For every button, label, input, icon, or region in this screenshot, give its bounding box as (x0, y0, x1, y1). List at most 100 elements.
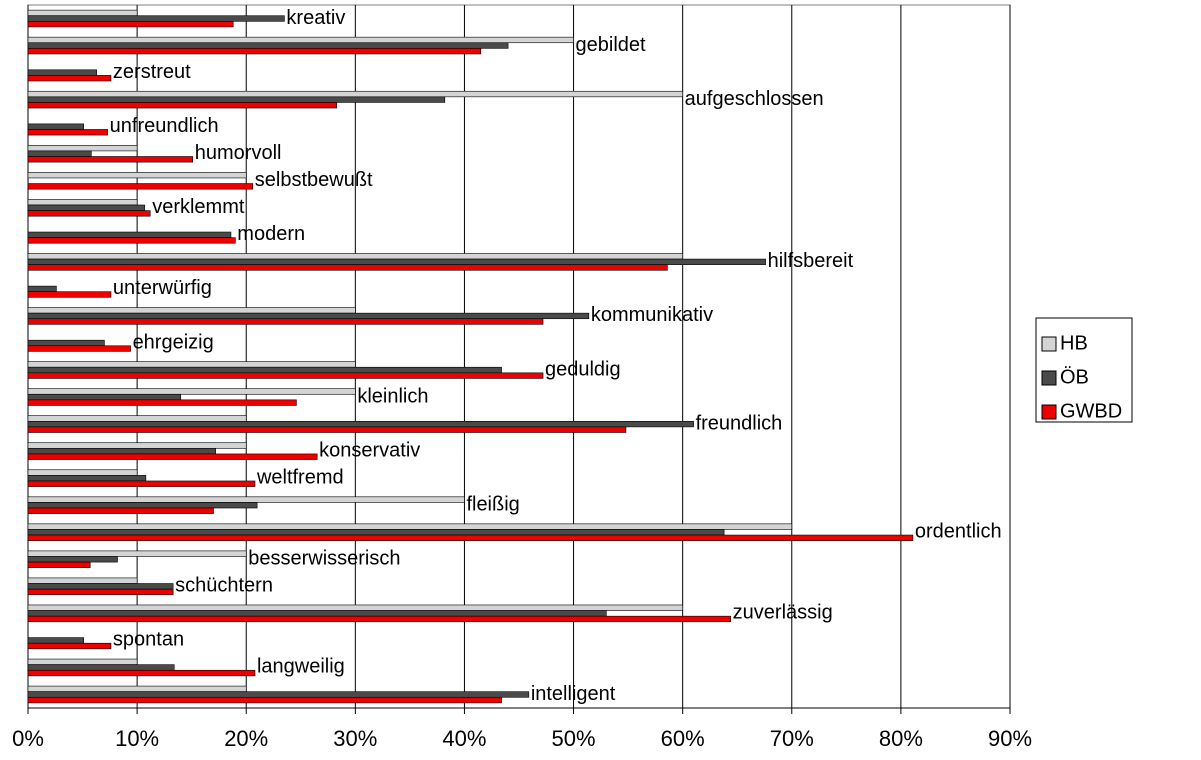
bar (27, 258, 766, 265)
x-tick-label: 80% (879, 726, 923, 751)
legend-box (1035, 317, 1133, 423)
bar (27, 36, 574, 44)
bar (27, 339, 105, 347)
bar (27, 253, 683, 260)
bar (27, 69, 98, 76)
bar (27, 610, 607, 617)
bar (27, 102, 338, 109)
bar (27, 75, 112, 82)
bar (27, 507, 214, 514)
category-label: konservativ (319, 439, 420, 461)
x-tick-label: 60% (661, 726, 705, 751)
bar (27, 583, 174, 590)
bar (27, 204, 146, 211)
bar (27, 156, 194, 163)
bar (27, 307, 356, 314)
bar (27, 48, 482, 55)
bar (27, 664, 175, 671)
bar (27, 529, 725, 536)
bar (27, 696, 502, 704)
x-tick-label: 30% (333, 726, 377, 751)
category-label: spontan (113, 629, 184, 651)
bar (27, 361, 356, 368)
bar (27, 9, 138, 17)
bar (27, 577, 138, 584)
category-label: freundlich (696, 412, 783, 434)
bar (27, 15, 285, 22)
bar (27, 523, 793, 530)
bar (27, 318, 544, 325)
bar (27, 372, 544, 379)
x-tick-label: 40% (442, 726, 486, 751)
legend-label: GWBD (1060, 400, 1122, 422)
x-tick-label: 0% (12, 726, 44, 751)
bar (27, 399, 297, 406)
bar (27, 615, 731, 623)
bar (27, 480, 256, 487)
plot-area (27, 4, 1011, 709)
bar (27, 561, 91, 568)
category-label: kreativ (286, 7, 345, 29)
bar (27, 21, 234, 28)
x-tick-label: 50% (552, 726, 596, 751)
category-label: selbstbewußt (255, 169, 373, 191)
category-label: langweilig (257, 656, 345, 678)
category-label: besserwisserisch (248, 548, 400, 570)
bar (27, 642, 112, 650)
bar (27, 669, 256, 677)
bar (27, 123, 84, 130)
category-label: zuverlässig (733, 602, 833, 624)
bar (27, 496, 465, 503)
bar (27, 264, 668, 271)
bar (27, 685, 247, 692)
bar (27, 426, 627, 433)
bar (27, 534, 914, 541)
legend-swatch (1041, 404, 1057, 420)
category-label: geduldig (545, 358, 621, 380)
legend-label: HB (1060, 332, 1088, 354)
legend-swatch (1041, 336, 1057, 352)
bar (27, 393, 182, 401)
bar (27, 453, 318, 460)
bar (27, 420, 694, 428)
x-tick-label: 10% (115, 726, 159, 751)
bar (27, 237, 236, 244)
category-label: humorvoll (195, 142, 282, 164)
legend-label: ÖB (1060, 366, 1089, 388)
category-label: hilfsbereit (768, 250, 854, 272)
bar (27, 604, 683, 611)
bar (27, 691, 530, 698)
bar (27, 550, 247, 557)
bar (27, 42, 509, 49)
bar (27, 448, 216, 455)
bar (27, 588, 174, 596)
category-label: fleißig (466, 493, 519, 515)
category-label: zerstreut (113, 61, 191, 83)
category-label: gebildet (576, 34, 647, 56)
bar (27, 475, 147, 482)
bar (27, 129, 108, 136)
x-tick-label: 20% (224, 726, 268, 751)
category-label: ordentlich (915, 521, 1002, 543)
bar (27, 150, 92, 157)
category-label: verklemmt (152, 196, 245, 218)
category-label: weltfremd (256, 466, 344, 488)
bar (27, 90, 683, 98)
category-label: kleinlich (357, 385, 428, 407)
bar (27, 183, 254, 190)
bar (27, 345, 131, 352)
bar (27, 442, 247, 449)
category-label: intelligent (531, 683, 616, 705)
legend-swatch (1041, 370, 1057, 386)
bar (27, 199, 138, 206)
bar (27, 415, 247, 422)
category-label: kommunikativ (591, 304, 713, 326)
x-tick-label: 70% (770, 726, 814, 751)
category-label: unfreundlich (110, 115, 219, 137)
bar (27, 96, 446, 103)
bar (27, 231, 232, 238)
category-label: schüchtern (175, 575, 273, 597)
category-label: aufgeschlossen (685, 88, 824, 110)
category-label: modern (237, 223, 305, 245)
